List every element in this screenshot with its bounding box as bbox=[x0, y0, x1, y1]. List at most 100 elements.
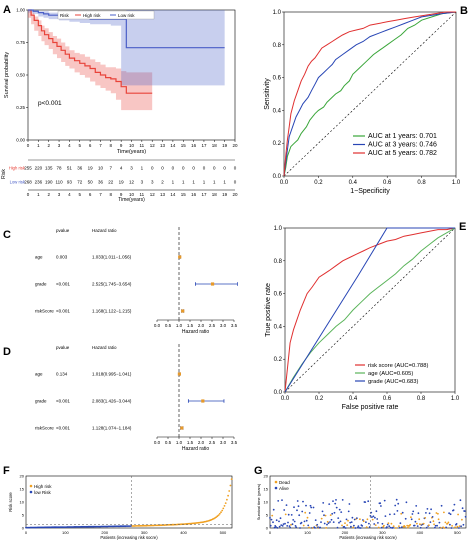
column-header-hazard: Hazard ratio bbox=[92, 228, 117, 233]
risk-x-tick-label: 14 bbox=[170, 192, 176, 197]
alive-point bbox=[308, 512, 311, 514]
risk-x-tick-label: 8 bbox=[110, 192, 113, 197]
plot-frame bbox=[283, 11, 457, 177]
x-tick-label: 0.0 bbox=[280, 180, 289, 186]
dead-point bbox=[398, 525, 400, 527]
risk-count: 19 bbox=[88, 166, 94, 171]
x-tick-label: 200 bbox=[342, 530, 349, 535]
roc-curve-1 bbox=[283, 11, 457, 177]
y-tick-label: 5 bbox=[22, 513, 25, 518]
dead-point bbox=[387, 522, 390, 525]
dead-point bbox=[444, 521, 447, 524]
alive-point bbox=[295, 526, 298, 529]
risk-count: 93 bbox=[67, 180, 73, 185]
x-tick-label: 14 bbox=[170, 143, 176, 148]
alive-point bbox=[279, 517, 282, 520]
x-tick-label: 0.0 bbox=[154, 440, 161, 445]
row-pvalue: <0.001 bbox=[56, 426, 70, 431]
legend-label-high: High risk bbox=[83, 13, 101, 18]
panel-letter-d: D bbox=[3, 346, 11, 358]
risk-count: 78 bbox=[57, 166, 63, 171]
dead-point bbox=[308, 526, 310, 529]
row-hazard-ratio: 1.033(1.011−1.056) bbox=[92, 255, 132, 260]
y-tick-label: 0.8 bbox=[274, 259, 283, 265]
alive-point bbox=[327, 522, 330, 524]
alive-point bbox=[367, 500, 370, 503]
alive-point bbox=[399, 522, 402, 525]
alive-point bbox=[365, 521, 367, 524]
risk-point bbox=[222, 507, 225, 510]
risk-point bbox=[223, 505, 226, 507]
alive-point bbox=[459, 499, 462, 502]
legend-label: grade (AUC=0.683) bbox=[368, 379, 418, 385]
x-tick-label: 0 bbox=[25, 530, 28, 535]
risk-x-tick-label: 19 bbox=[222, 192, 228, 197]
y-tick-label: 0.6 bbox=[274, 292, 283, 298]
risk-x-tick-label: 12 bbox=[150, 192, 156, 197]
y-axis-label: Risk score bbox=[8, 492, 13, 512]
alive-point bbox=[337, 517, 340, 519]
dead-point bbox=[306, 516, 309, 519]
hazard-ratio-marker bbox=[178, 255, 182, 259]
roc-curve-2 bbox=[283, 11, 456, 177]
risk-count: 0 bbox=[192, 166, 195, 171]
y-tick-label: 0.25 bbox=[16, 105, 25, 110]
alive-point bbox=[414, 520, 417, 523]
alive-point bbox=[296, 509, 298, 512]
alive-point bbox=[305, 519, 308, 522]
alive-point bbox=[351, 516, 354, 519]
risk-count: 110 bbox=[55, 180, 63, 185]
alive-point bbox=[455, 523, 458, 525]
dead-point bbox=[456, 525, 459, 528]
alive-point bbox=[464, 515, 467, 518]
alive-point bbox=[288, 525, 291, 527]
alive-point bbox=[405, 501, 408, 504]
alive-point bbox=[297, 505, 300, 508]
alive-point bbox=[293, 520, 296, 523]
risk-count: 10 bbox=[98, 166, 104, 171]
legend-label: AUC at 1 years: 0.701 bbox=[368, 133, 437, 140]
alive-point bbox=[404, 517, 407, 520]
legend: AUC at 1 years: 0.701 AUC at 3 years: 0.7… bbox=[353, 133, 437, 157]
risk-x-tick-label: 10 bbox=[129, 192, 135, 197]
x-axis-label: Hazard ratio bbox=[182, 329, 209, 335]
y-axis-label: True positive rate bbox=[265, 283, 272, 337]
hazard-ratio-marker bbox=[201, 399, 205, 403]
column-header-pvalue: pvalue bbox=[56, 228, 70, 233]
alive-point bbox=[417, 512, 420, 515]
alive-point bbox=[452, 509, 455, 511]
dead-point bbox=[440, 527, 442, 529]
dead-point bbox=[410, 516, 412, 519]
roc-curve-0 bbox=[284, 227, 456, 393]
alive-point bbox=[372, 515, 375, 518]
alive-point bbox=[281, 525, 284, 527]
dead-point bbox=[383, 524, 385, 527]
alive-point bbox=[373, 523, 376, 525]
x-tick-label: 19 bbox=[222, 143, 228, 148]
p-value-annotation: p<0.001 bbox=[38, 100, 62, 107]
alive-point bbox=[302, 500, 304, 503]
legend: risk score (AUC=0.788) age (AUC=0.605) gra… bbox=[355, 363, 428, 385]
x-tick-label: 3.5 bbox=[231, 323, 238, 328]
y-tick-label: 0.4 bbox=[273, 108, 282, 114]
alive-point bbox=[368, 522, 370, 525]
y-tick-label: 0 bbox=[22, 526, 25, 531]
roc-curve-0 bbox=[283, 11, 457, 177]
alive-point bbox=[386, 526, 388, 528]
risk-point bbox=[224, 502, 227, 504]
dead-point bbox=[346, 524, 349, 526]
dead-point bbox=[458, 525, 461, 527]
dead-point bbox=[454, 526, 456, 529]
row-label: riskScore bbox=[35, 426, 54, 431]
alive-point bbox=[331, 512, 334, 515]
row-hazard-ratio: 1.128(1.074−1.184) bbox=[92, 426, 132, 431]
hazard-ratio-marker bbox=[180, 426, 184, 430]
alive-point bbox=[398, 526, 401, 529]
alive-point bbox=[370, 511, 373, 514]
x-tick-label: 13 bbox=[160, 143, 166, 148]
risk-x-tick-label: 5 bbox=[78, 192, 81, 197]
dead-point bbox=[447, 521, 450, 524]
dead-point bbox=[366, 518, 369, 521]
dead-point bbox=[428, 524, 430, 527]
